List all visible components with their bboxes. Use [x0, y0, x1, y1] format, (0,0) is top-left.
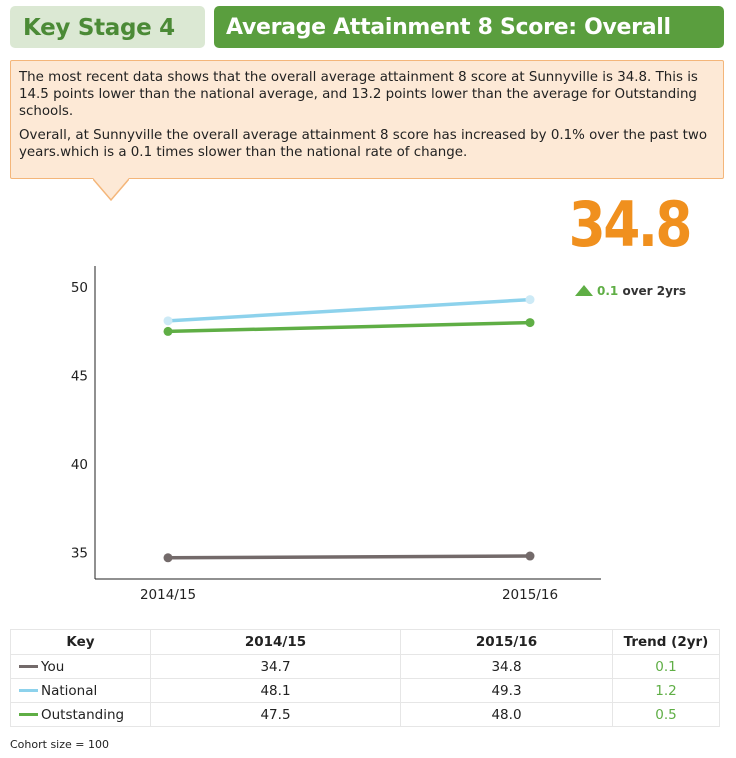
value-cell: 47.5: [150, 702, 401, 727]
table-row: You 34.7 34.8 0.1: [10, 654, 720, 679]
data-point-you: [163, 553, 173, 563]
value-cell: 48.1: [150, 678, 401, 703]
national-swatch-icon: [19, 689, 38, 692]
x-tick-label: 2014/15: [140, 587, 196, 603]
trend-cell: 0.5: [612, 702, 720, 727]
key-outstanding: Outstanding: [10, 702, 151, 727]
page-title: Average Attainment 8 Score: Overall: [214, 6, 724, 48]
key-you: You: [10, 654, 151, 679]
series-line-outstanding: [167, 320, 531, 334]
x-tick-label: 2015/16: [502, 587, 558, 603]
value-cell: 48.0: [400, 702, 613, 727]
trend-cell: 1.2: [612, 678, 720, 703]
summary-paragraph-2: Overall, at Sunnyville the overall avera…: [19, 128, 708, 160]
trend-cell: 0.1: [612, 654, 720, 679]
y-tick-label: 45: [71, 369, 88, 385]
key-header: Key: [10, 629, 151, 655]
key-table: Key 2014/15 2015/16 Trend (2yr) You 34.7…: [10, 629, 720, 727]
headline-trend-label: over 2yrs: [622, 284, 686, 298]
key-label: Outstanding: [41, 706, 125, 723]
data-point-national: [525, 295, 535, 305]
key-national: National: [10, 678, 151, 703]
headline-trend: 0.1 over 2yrs: [575, 284, 686, 298]
value-cell: 49.3: [400, 678, 613, 703]
cohort-size: Cohort size = 100: [10, 738, 109, 751]
key-stage-label: Key Stage 4: [10, 6, 205, 48]
trend-up-icon: [575, 285, 593, 296]
headline-trend-value: 0.1: [597, 284, 619, 298]
trend-header: Trend (2yr): [612, 629, 720, 655]
year2-header: 2015/16: [400, 629, 613, 655]
you-swatch-icon: [19, 665, 38, 668]
data-point-national: [163, 316, 173, 326]
table-row: Outstanding 47.5 48.0 0.5: [10, 702, 720, 727]
key-label: You: [41, 658, 65, 675]
y-tick-label: 50: [71, 280, 88, 296]
y-tick-label: 35: [71, 545, 88, 561]
attainment-line-chart: 35 40 45 50 2014/15 2015/16: [71, 266, 601, 603]
headline-score: 34.8: [568, 188, 693, 261]
value-cell: 34.8: [400, 654, 613, 679]
key-label: National: [41, 682, 98, 699]
y-tick-label: 40: [71, 457, 88, 473]
data-point-outstanding: [525, 318, 535, 328]
key-table-header: Key 2014/15 2015/16 Trend (2yr): [10, 629, 720, 655]
summary-callout: The most recent data shows that the over…: [10, 60, 724, 179]
callout-pointer-icon: [93, 178, 129, 202]
series-line-national: [167, 297, 531, 323]
summary-paragraph-1: The most recent data shows that the over…: [19, 70, 698, 119]
data-point-outstanding: [163, 326, 173, 336]
outstanding-swatch-icon: [19, 713, 38, 716]
data-point-you: [525, 551, 535, 561]
value-cell: 34.7: [150, 654, 401, 679]
series-line-you: [167, 554, 531, 560]
table-row: National 48.1 49.3 1.2: [10, 678, 720, 703]
year1-header: 2014/15: [150, 629, 401, 655]
